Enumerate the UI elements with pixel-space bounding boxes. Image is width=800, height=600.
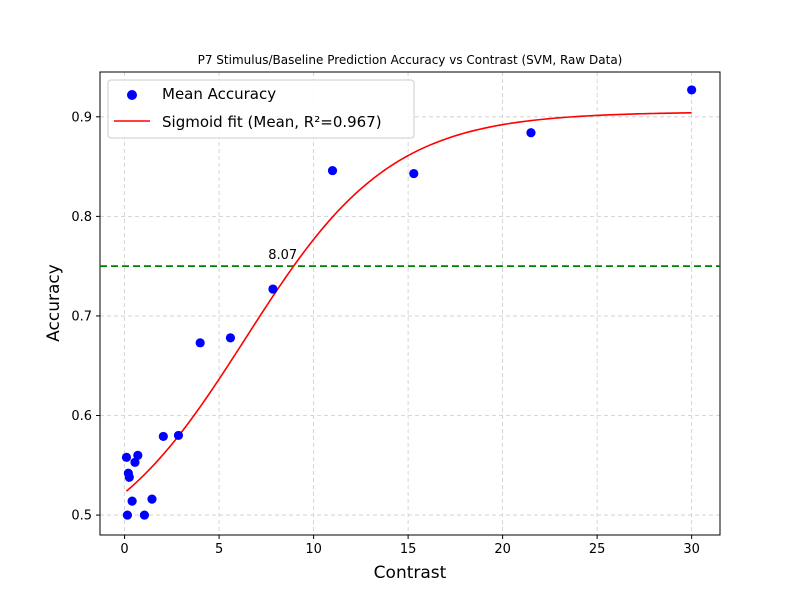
legend-box	[107, 79, 415, 139]
data-point	[687, 85, 697, 95]
data-point	[130, 457, 140, 467]
x-tick-label: 0	[120, 542, 128, 557]
x-tick-label: 15	[400, 542, 417, 557]
x-tick-label: 20	[494, 542, 511, 557]
data-point	[139, 510, 150, 520]
data-point	[122, 510, 133, 520]
legend-label-sigmoid-fit: Sigmoid fit (Mean, R²=0.967)	[162, 113, 382, 131]
sigmoid-fit-curve	[125, 112, 692, 492]
legend: Mean Accuracy Sigmoid fit (Mean, R²=0.96…	[107, 79, 415, 139]
x-axis-ticks: 0 5 10 15 20 25 30	[120, 535, 700, 557]
data-point	[526, 128, 536, 138]
threshold-label: 8.07	[268, 248, 297, 263]
data-point	[173, 430, 184, 441]
x-tick-label: 5	[215, 542, 223, 557]
y-tick-label: 0.7	[71, 309, 92, 324]
chart-title: P7 Stimulus/Baseline Prediction Accuracy…	[198, 53, 623, 67]
y-tick-label: 0.5	[71, 509, 92, 524]
x-tick-label: 25	[589, 542, 606, 557]
data-point	[268, 284, 278, 294]
legend-marker-mean-accuracy	[127, 90, 137, 100]
x-tick-label: 10	[305, 542, 322, 557]
y-axis-label: Accuracy	[44, 264, 64, 342]
data-point	[327, 165, 338, 176]
data-point	[127, 496, 137, 506]
data-point	[133, 450, 143, 460]
data-point	[225, 333, 236, 343]
data-point	[124, 472, 134, 482]
data-point	[195, 338, 205, 348]
scatter-points	[121, 85, 697, 520]
y-tick-label: 0.8	[71, 210, 92, 225]
y-tick-label: 0.6	[71, 409, 92, 424]
data-point	[158, 431, 168, 442]
legend-label-mean-accuracy: Mean Accuracy	[162, 85, 276, 103]
y-tick-label: 0.9	[71, 110, 92, 125]
data-point	[121, 452, 132, 462]
data-point	[409, 168, 419, 179]
data-point	[147, 494, 157, 504]
y-axis-ticks: 0.5 0.6 0.7 0.8 0.9	[71, 110, 100, 524]
x-axis-label: Contrast	[374, 563, 447, 583]
grid-lines	[100, 72, 720, 535]
x-tick-label: 30	[683, 542, 700, 557]
plot-frame	[99, 71, 721, 536]
